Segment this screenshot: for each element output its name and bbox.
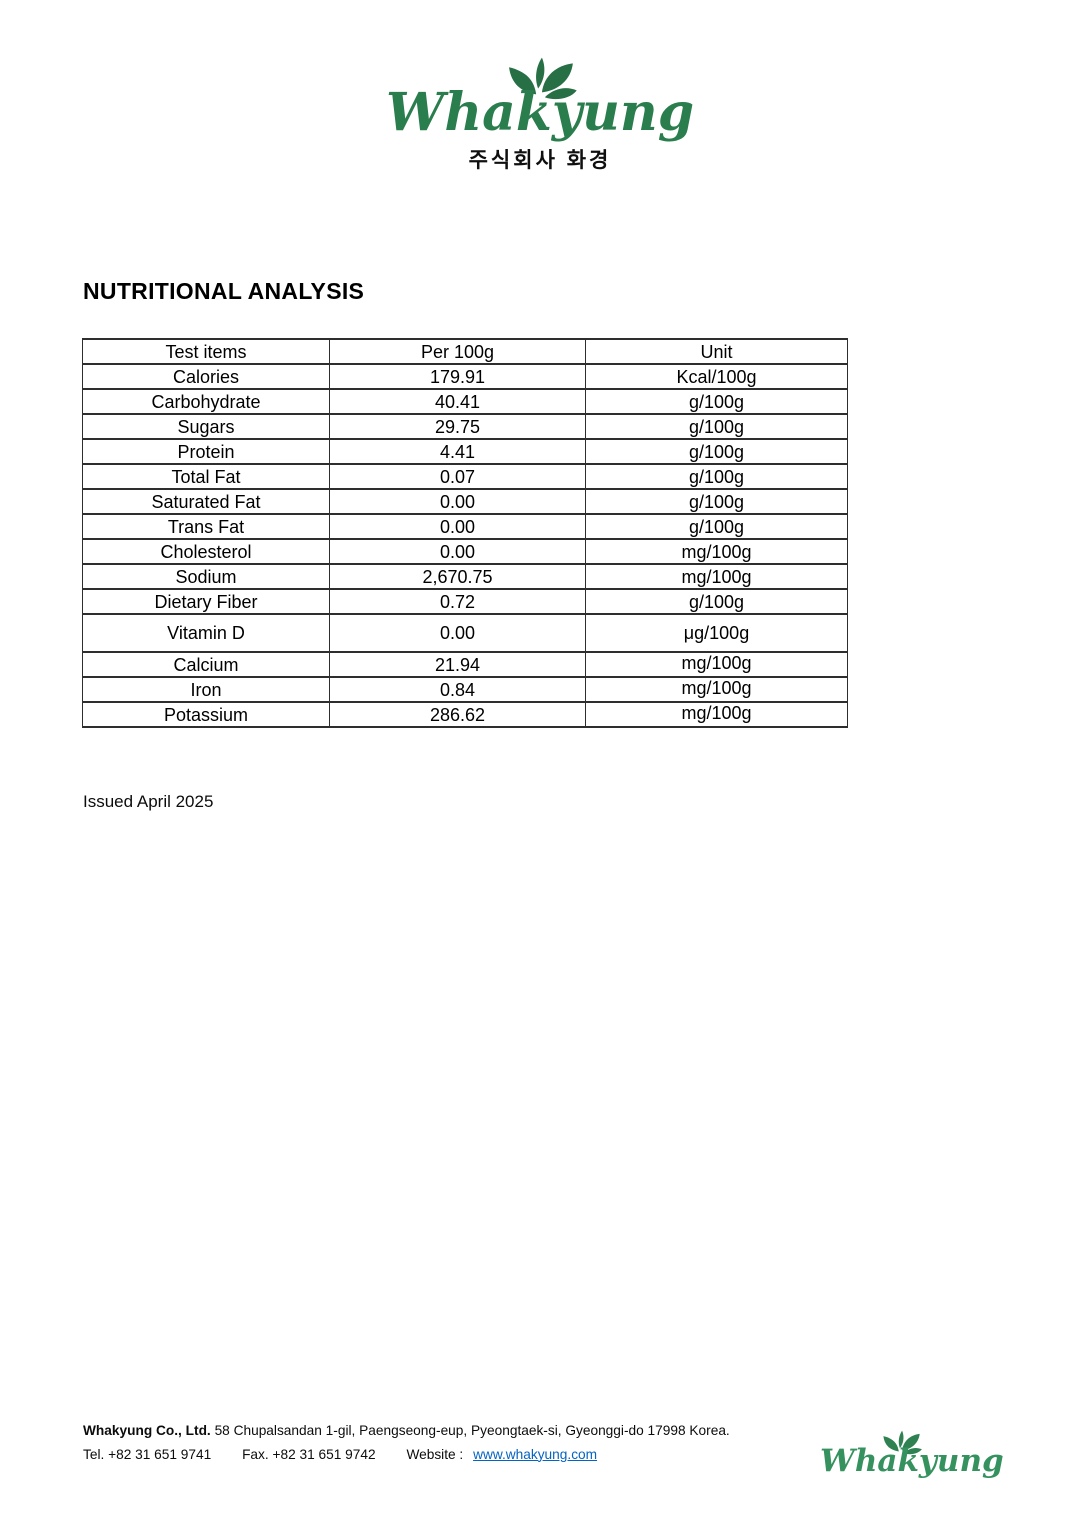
table-row: Cholesterol 0.00 mg/100g xyxy=(82,538,848,565)
cell-test-item: Sugars xyxy=(82,413,330,440)
cell-unit: mg/100g xyxy=(585,701,848,728)
cell-value: 286.62 xyxy=(329,701,586,728)
col-header-test-items: Test items xyxy=(82,338,330,365)
cell-test-item: Iron xyxy=(82,676,330,703)
cell-unit: Kcal/100g xyxy=(585,363,848,390)
cell-unit: g/100g xyxy=(585,438,848,465)
cell-test-item: Vitamin D xyxy=(82,613,330,653)
cell-value: 0.00 xyxy=(329,538,586,565)
cell-test-item: Cholesterol xyxy=(82,538,330,565)
logo-wordmark: Whakyung xyxy=(385,82,695,143)
cell-unit: g/100g xyxy=(585,413,848,440)
footer: Whakyung Co., Ltd. 58 Chupalsandan 1-gil… xyxy=(83,1419,803,1466)
table-row: Protein 4.41 g/100g xyxy=(82,438,848,465)
cell-test-item: Trans Fat xyxy=(82,513,330,540)
table-row: Dietary Fiber 0.72 g/100g xyxy=(82,588,848,615)
cell-value: 0.00 xyxy=(329,488,586,515)
cell-unit: mg/100g xyxy=(585,563,848,590)
cell-value: 179.91 xyxy=(329,363,586,390)
table-row: Potassium 286.62 mg/100g xyxy=(82,701,848,728)
footer-website-link[interactable]: www.whakyung.com xyxy=(473,1446,598,1462)
cell-test-item: Calcium xyxy=(82,651,330,678)
cell-test-item: Carbohydrate xyxy=(82,388,330,415)
cell-value: 2,670.75 xyxy=(329,563,586,590)
cell-value: 40.41 xyxy=(329,388,586,415)
table-row: Vitamin D 0.00 μg/100g xyxy=(82,613,848,653)
page-title: NUTRITIONAL ANALYSIS xyxy=(83,278,365,304)
table-row: Calories 179.91 Kcal/100g xyxy=(82,363,848,390)
nutrition-table: Test items Per 100g Unit Calories 179.91… xyxy=(82,338,848,728)
issued-date: Issued April 2025 xyxy=(83,792,214,811)
cell-value: 0.00 xyxy=(329,613,586,653)
col-header-per-100g: Per 100g xyxy=(329,338,586,365)
table-row: Saturated Fat 0.00 g/100g xyxy=(82,488,848,515)
footer-address: 58 Chupalsandan 1-gil, Paengseong-eup, P… xyxy=(214,1423,730,1438)
cell-test-item: Potassium xyxy=(82,701,330,728)
cell-unit: g/100g xyxy=(585,513,848,540)
table-header-row: Test items Per 100g Unit xyxy=(82,338,848,365)
cell-value: 0.00 xyxy=(329,513,586,540)
footer-website-label: Website : xyxy=(406,1446,464,1462)
cell-value: 21.94 xyxy=(329,651,586,678)
cell-value: 0.07 xyxy=(329,463,586,490)
logo-korean-name: 주식회사 화경 xyxy=(468,149,612,173)
footer-fax: Fax. +82 31 651 9742 xyxy=(242,1446,376,1462)
table-row: Sugars 29.75 g/100g xyxy=(82,413,848,440)
col-header-unit: Unit xyxy=(585,338,848,365)
cell-unit: mg/100g xyxy=(585,651,848,678)
cell-unit: g/100g xyxy=(585,488,848,515)
logo-leaves-icon xyxy=(509,57,577,100)
table-row: Calcium 21.94 mg/100g xyxy=(82,651,848,678)
table-row: Trans Fat 0.00 g/100g xyxy=(82,513,848,540)
footer-address-line: Whakyung Co., Ltd. 58 Chupalsandan 1-gil… xyxy=(83,1419,803,1443)
footer-logo-leaves-icon xyxy=(883,1430,922,1455)
cell-test-item: Protein xyxy=(82,438,330,465)
table-row: Carbohydrate 40.41 g/100g xyxy=(82,388,848,415)
cell-unit: μg/100g xyxy=(585,613,848,653)
cell-value: 0.84 xyxy=(329,676,586,703)
footer-company-name: Whakyung Co., Ltd. xyxy=(83,1423,211,1438)
nutrition-table-body: Calories 179.91 Kcal/100g Carbohydrate 4… xyxy=(82,363,848,728)
table-row: Total Fat 0.07 g/100g xyxy=(82,463,848,490)
cell-test-item: Calories xyxy=(82,363,330,390)
cell-value: 4.41 xyxy=(329,438,586,465)
footer-logo-wordmark: Whakyung xyxy=(820,1443,1004,1479)
cell-unit: g/100g xyxy=(585,388,848,415)
cell-unit: g/100g xyxy=(585,588,848,615)
cell-test-item: Sodium xyxy=(82,563,330,590)
cell-value: 29.75 xyxy=(329,413,586,440)
cell-test-item: Total Fat xyxy=(82,463,330,490)
cell-unit: g/100g xyxy=(585,463,848,490)
footer-tel: Tel. +82 31 651 9741 xyxy=(83,1446,212,1462)
footer-logo: Whakyung xyxy=(820,1424,1004,1479)
table-row: Sodium 2,670.75 mg/100g xyxy=(82,563,848,590)
header-logo: Whakyung 주식회사 화경 xyxy=(0,46,1080,174)
cell-test-item: Saturated Fat xyxy=(82,488,330,515)
cell-unit: mg/100g xyxy=(585,538,848,565)
footer-contact-line: Tel. +82 31 651 9741 Fax. +82 31 651 974… xyxy=(83,1443,803,1467)
cell-test-item: Dietary Fiber xyxy=(82,588,330,615)
cell-unit: mg/100g xyxy=(585,676,848,703)
table-row: Iron 0.84 mg/100g xyxy=(82,676,848,703)
cell-value: 0.72 xyxy=(329,588,586,615)
